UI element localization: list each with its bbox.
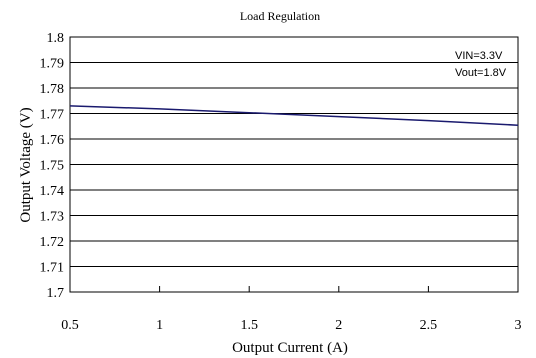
x-tick-label: 0.5 xyxy=(61,318,79,333)
x-tick-labels: 0.5 1 1.5 2 2.5 3 xyxy=(61,318,521,333)
y-axis-label: Output Voltage (V) xyxy=(18,107,34,222)
y-tick-label: 1.79 xyxy=(40,57,65,72)
x-tick-label: 1.5 xyxy=(240,318,258,333)
y-tick-label: 1.74 xyxy=(40,184,65,199)
annotation-vout: Vout=1.8V xyxy=(455,67,507,79)
y-tick-label: 1.72 xyxy=(40,235,65,250)
chart-title: Load Regulation xyxy=(240,9,320,23)
y-tick-label: 1.73 xyxy=(40,210,65,225)
y-tick-label: 1.8 xyxy=(47,31,65,46)
y-tick-label: 1.75 xyxy=(40,159,65,174)
series-line xyxy=(69,105,519,126)
x-tick-label: 2 xyxy=(335,318,342,333)
x-tick-label: 3 xyxy=(515,318,522,333)
y-tick-label: 1.76 xyxy=(40,133,65,148)
plot-frame xyxy=(69,36,519,293)
grid-lines xyxy=(70,36,518,293)
x-tick-label: 2.5 xyxy=(420,318,438,333)
y-tick-labels: 1.8 1.79 1.78 1.77 1.76 1.75 1.74 1.73 1.72 1.71 1… xyxy=(40,31,65,301)
annotation-vin: VIN=3.3V xyxy=(455,50,503,62)
y-tick-label: 1.77 xyxy=(40,108,65,123)
x-axis-label: Output Current (A) xyxy=(232,340,348,356)
y-tick-label: 1.7 xyxy=(47,286,65,301)
y-tick-label: 1.78 xyxy=(40,82,65,97)
y-tick-label: 1.71 xyxy=(40,261,65,276)
x-tick-marks xyxy=(69,286,519,292)
x-tick-label: 1 xyxy=(156,318,163,333)
